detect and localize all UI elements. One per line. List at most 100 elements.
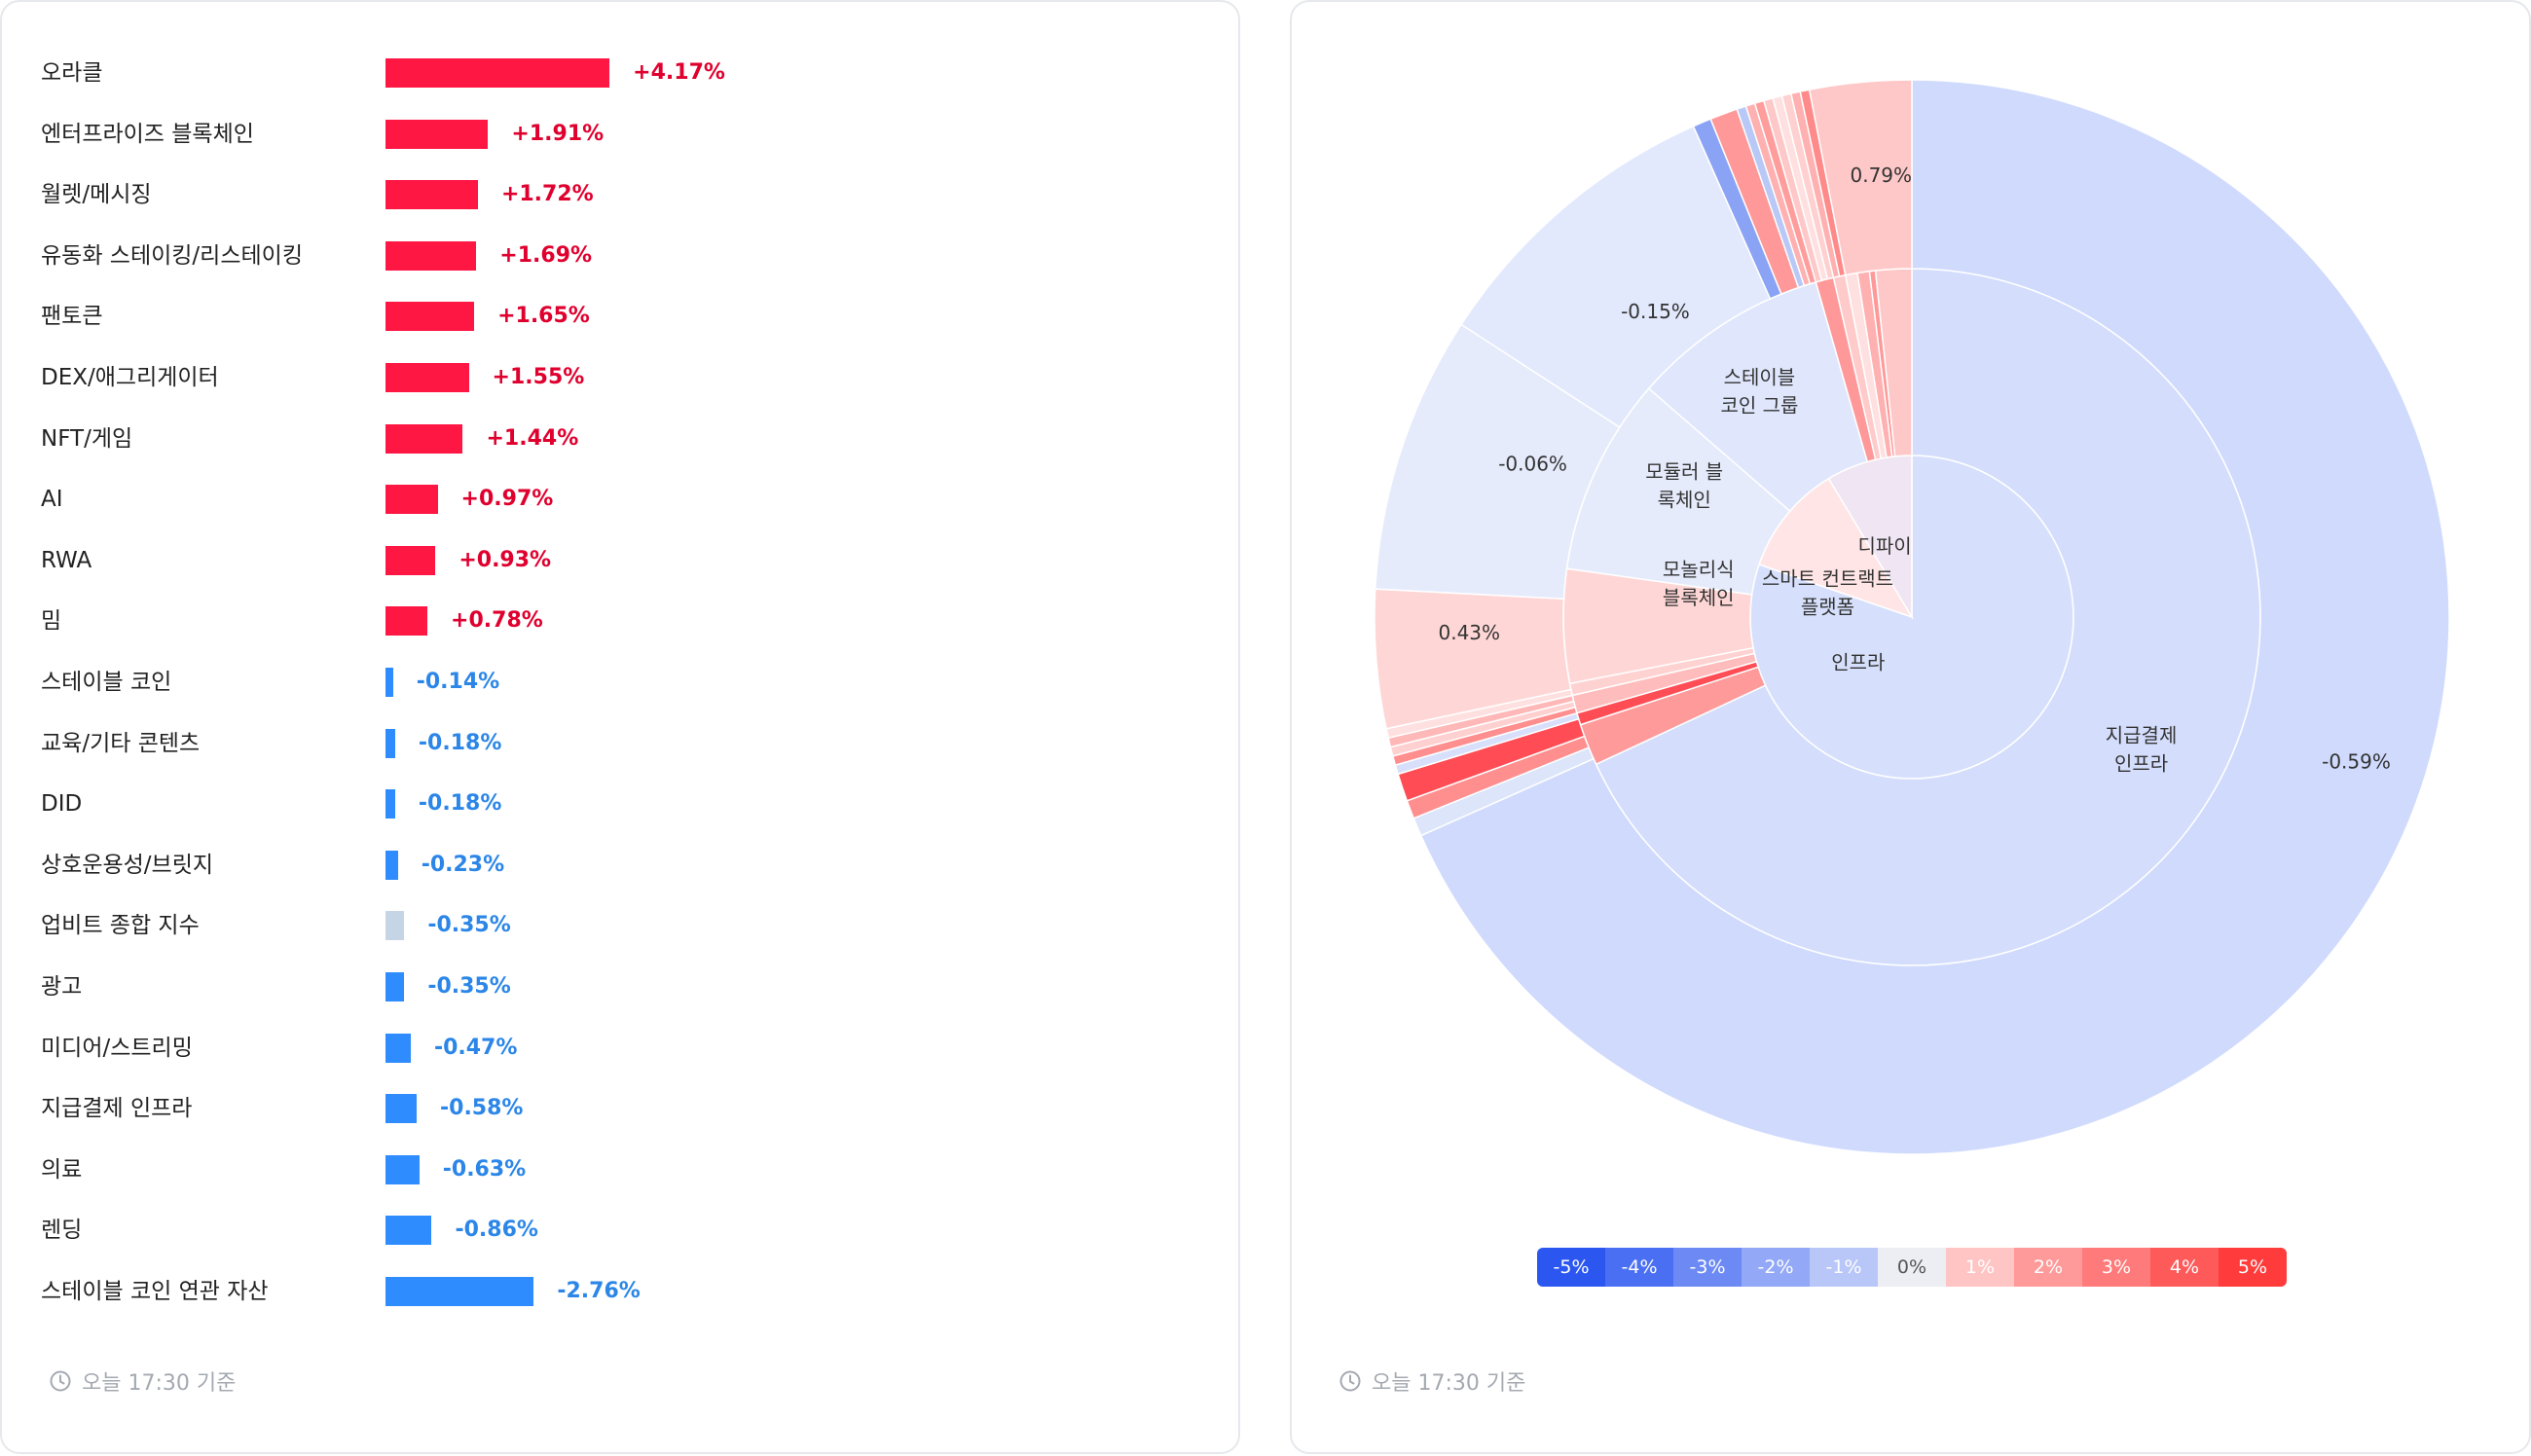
bar — [385, 850, 398, 880]
bar-row: 오라클 +4.17% — [2, 49, 1238, 97]
bar — [385, 1216, 432, 1246]
bar-label: DID — [41, 791, 83, 818]
bar-row: 유동화 스테이킹/리스테이킹 +1.69% — [2, 232, 1238, 280]
legend-cell: 3% — [2082, 1248, 2150, 1287]
bar-value-label: -0.35% — [427, 913, 511, 938]
color-legend: -5% -4% -3% -2% -1% 0% 1% 2% 3% 4% 5% — [1537, 1248, 2287, 1287]
bar — [385, 789, 395, 819]
middle-ring-label: 지급결제 인프라 — [2106, 724, 2178, 776]
outer-ring-label: 0.43% — [1439, 621, 1501, 644]
bar-value-label: +1.91% — [511, 121, 605, 146]
bar-label: 오라클 — [41, 60, 103, 86]
bar-value-label: -0.23% — [421, 852, 505, 877]
middle-ring-label: 모듈러 블 록체인 — [1645, 460, 1723, 512]
bar-row: 렌딩 -0.86% — [2, 1206, 1238, 1255]
bar — [385, 1154, 420, 1184]
bar — [385, 485, 438, 515]
bar-label: 엔터프라이즈 블록체인 — [41, 121, 254, 147]
bar-value-label: +0.93% — [459, 547, 552, 572]
bar-value-label: -0.14% — [416, 670, 500, 694]
right-timestamp-text: 오늘 17:30 기준 — [1372, 1371, 1526, 1396]
bar-row: 스테이블 코인 연관 자산 -2.76% — [2, 1267, 1238, 1316]
left-timestamp-text: 오늘 17:30 기준 — [82, 1371, 237, 1396]
bar — [385, 302, 475, 332]
bar-value-label: +4.17% — [633, 60, 725, 85]
bar — [385, 606, 428, 637]
bar-value-label: +1.55% — [492, 365, 585, 389]
outer-ring-label: -0.15% — [1621, 300, 1690, 323]
bar-label: 스테이블 코인 연관 자산 — [41, 1279, 269, 1304]
bar — [385, 1277, 534, 1306]
bar-label: 팬토큰 — [41, 304, 103, 330]
bar-value-label: -0.18% — [418, 791, 502, 817]
bar-value-label: +1.65% — [497, 304, 590, 329]
bar-label: 유동화 스테이킹/리스테이킹 — [41, 242, 303, 269]
outer-ring-label: -0.59% — [2322, 749, 2391, 773]
bar — [385, 180, 478, 210]
legend-cell: -4% — [1605, 1248, 1673, 1287]
sunburst-panel: 인프라 스마트 컨트랙트 플랫폼 디파이 지급결제 인프라 모놀리식 블록체인 모듈러 블 록체인… — [1290, 0, 2531, 1454]
bar-label: NFT/게임 — [41, 425, 133, 452]
middle-ring-label: 모놀리식 블록체인 — [1663, 558, 1735, 609]
right-timestamp: 오늘 17:30 기준 — [1339, 1366, 1525, 1396]
bar-row: 밈 +0.78% — [2, 597, 1238, 645]
legend-cell: 0% — [1878, 1248, 1946, 1287]
bar-row: AI +0.97% — [2, 475, 1238, 524]
bar-label: 업비트 종합 지수 — [41, 913, 200, 939]
outer-ring-segment[interactable] — [1808, 79, 1913, 276]
bar-row: RWA +0.93% — [2, 536, 1238, 585]
bar-chart-panel: 오라클 +4.17% 엔터프라이즈 블록체인 +1.91% 월렛/메시징 +1.72% 유동… — [0, 0, 1240, 1454]
bar-label: 의료 — [41, 1156, 83, 1183]
bar — [385, 1094, 418, 1124]
bar-row: 월렛/메시징 +1.72% — [2, 170, 1238, 219]
bar — [385, 240, 477, 271]
bar-label: 월렛/메시징 — [41, 182, 152, 208]
legend-cell: -1% — [1810, 1248, 1878, 1287]
bar-label: 밈 — [41, 608, 62, 635]
bar-row: DEX/애그리게이터 +1.55% — [2, 353, 1238, 402]
inner-ring-label: 인프라 — [1831, 650, 1885, 673]
bar-value-label: +0.78% — [451, 608, 543, 634]
bar-row: 미디어/스트리밍 -0.47% — [2, 1024, 1238, 1073]
bar-label: 광고 — [41, 974, 83, 1000]
bar — [385, 119, 489, 149]
bar-value-label: +1.44% — [486, 425, 579, 451]
legend-cell: 2% — [2014, 1248, 2082, 1287]
bar — [385, 1033, 411, 1063]
bar-label: 교육/기타 콘텐츠 — [41, 730, 201, 756]
bar-label: RWA — [41, 547, 92, 573]
bar — [385, 728, 395, 758]
legend-cell: 4% — [2150, 1248, 2219, 1287]
legend-cell: -5% — [1537, 1248, 1605, 1287]
bar — [385, 668, 393, 697]
bar-row: NFT/게임 +1.44% — [2, 415, 1238, 463]
bar-label: 미디어/스트리밍 — [41, 1035, 193, 1061]
bar — [385, 58, 610, 88]
bar-value-label: -2.76% — [557, 1279, 641, 1303]
bar-label: 상호운용성/브릿지 — [41, 852, 214, 878]
clock-icon — [50, 1370, 71, 1392]
outer-ring-label: -0.06% — [1498, 453, 1567, 476]
clock-icon — [1339, 1370, 1361, 1392]
bar-value-label: -0.86% — [455, 1218, 538, 1243]
bar-value-label: +0.97% — [460, 487, 554, 512]
middle-ring-label: 스테이블 코인 그룹 — [1720, 365, 1798, 417]
bar-row: 교육/기타 콘텐츠 -0.18% — [2, 719, 1238, 768]
bar-row: 상호운용성/브릿지 -0.23% — [2, 841, 1238, 890]
bar — [385, 363, 469, 392]
bar-value-label: -0.58% — [440, 1096, 524, 1121]
legend-cell: 1% — [1946, 1248, 2014, 1287]
bar — [385, 972, 405, 1001]
bar-label: 렌딩 — [41, 1218, 83, 1244]
bar-row: 업비트 종합 지수 -0.35% — [2, 901, 1238, 950]
outer-ring-segment[interactable] — [1419, 79, 2450, 1155]
bar-value-label: -0.63% — [442, 1156, 527, 1182]
bar-label: DEX/애그리게이터 — [41, 365, 219, 390]
bar-value-label: +1.69% — [499, 242, 593, 268]
outer-ring-label: 0.79% — [1850, 164, 1912, 187]
bar — [385, 911, 405, 941]
bar — [385, 423, 463, 454]
bar-value-label: +1.72% — [500, 182, 594, 207]
bar-row: 지급결제 인프라 -0.58% — [2, 1084, 1238, 1133]
legend-cell: -2% — [1742, 1248, 1810, 1287]
